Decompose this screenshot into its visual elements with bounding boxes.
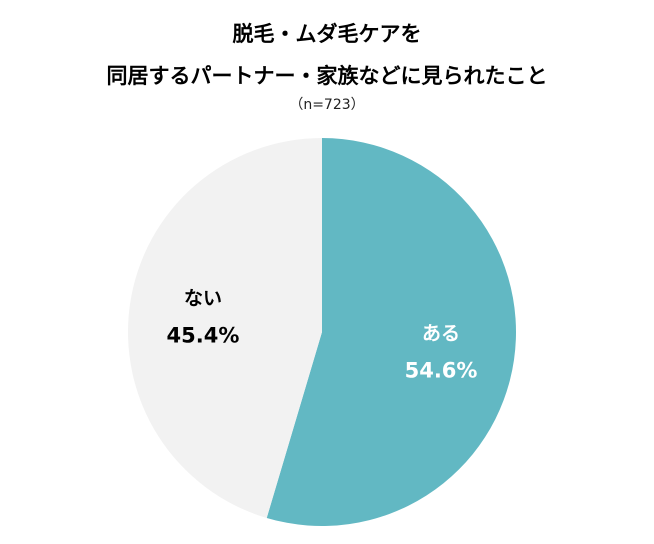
pie-slices [127, 138, 516, 526]
chart-title-line-1: 脱毛・ムダ毛ケアを [232, 22, 422, 46]
pie-labels: ある 54.6% ない 45.4% [167, 288, 478, 383]
slice-value-label: 54.6% [405, 358, 478, 382]
pie-slice-aru [266, 138, 516, 526]
chart-subtitle: （n=723） [289, 97, 365, 113]
pie-slice-nai [127, 138, 323, 518]
slice-value-label: 45.4% [167, 324, 240, 348]
slice-category-label: ない [184, 288, 222, 310]
chart-title-line-2: 同居するパートナー・家族などに見られたこと [106, 64, 548, 88]
slice-category-label: ある [422, 322, 460, 344]
